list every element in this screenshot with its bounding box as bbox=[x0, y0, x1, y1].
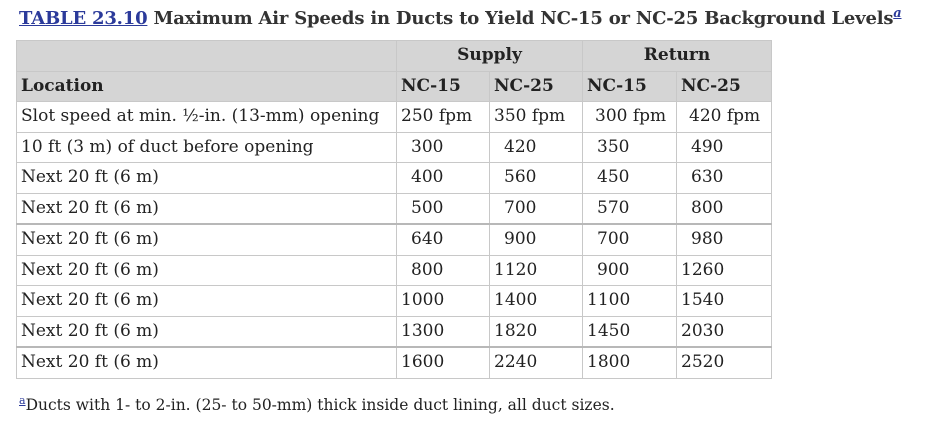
table-row: Next 20 ft (6 m) 640 900 700 980 bbox=[16, 223, 772, 256]
return-nc15-cell: 1450 bbox=[582, 315, 677, 348]
location-header: Location bbox=[16, 70, 397, 102]
location-cell: Next 20 ft (6 m) bbox=[16, 192, 397, 225]
return-nc15-cell: 900 bbox=[582, 254, 677, 286]
supply-nc25-cell: 2240 bbox=[489, 346, 583, 379]
supply-nc25-cell: 560 bbox=[489, 162, 583, 194]
footnote-text: Ducts with 1- to 2-in. (25- to 50-mm) th… bbox=[25, 396, 615, 415]
return-nc25-cell: 1260 bbox=[676, 254, 772, 286]
footnote-marker-link[interactable]: a bbox=[19, 394, 26, 407]
return-nc25-cell: 980 bbox=[676, 223, 772, 256]
return-nc15-cell: 700 bbox=[582, 223, 677, 256]
location-cell: 10 ft (3 m) of duct before opening bbox=[16, 131, 397, 163]
return-group-header: Return bbox=[582, 40, 772, 72]
return-nc25-cell: 420 fpm bbox=[676, 101, 772, 133]
table-row: Next 20 ft (6 m) 1300 1820 1450 2030 bbox=[16, 315, 772, 348]
column-header-row: Location NC-15 NC-25 NC-15 NC-25 bbox=[16, 70, 772, 102]
supply-nc15-cell: 1000 bbox=[396, 285, 490, 317]
return-nc15-cell: 300 fpm bbox=[582, 101, 677, 133]
supply-nc25-cell: 700 bbox=[489, 192, 583, 225]
return-nc25-cell: 630 bbox=[676, 162, 772, 194]
supply-nc25-cell: 1120 bbox=[489, 254, 583, 286]
return-nc15-cell: 450 bbox=[582, 162, 677, 194]
supply-nc15-cell: 400 bbox=[396, 162, 490, 194]
table-row: Next 20 ft (6 m) 800 1120 900 1260 bbox=[16, 254, 772, 286]
return-nc15-cell: 1800 bbox=[582, 346, 677, 379]
footnote-link[interactable]: a bbox=[893, 6, 902, 21]
supply-nc25-cell: 900 bbox=[489, 223, 583, 256]
table-row: 10 ft (3 m) of duct before opening 300 4… bbox=[16, 131, 772, 163]
return-nc25-cell: 1540 bbox=[676, 285, 772, 317]
supply-nc25-header: NC-25 bbox=[489, 70, 583, 102]
location-cell: Next 20 ft (6 m) bbox=[16, 223, 397, 256]
return-nc25-cell: 800 bbox=[676, 192, 772, 225]
return-nc25-cell: 2520 bbox=[676, 346, 772, 379]
return-nc15-cell: 570 bbox=[582, 192, 677, 225]
header-blank-cell bbox=[16, 40, 397, 72]
supply-group-header: Supply bbox=[396, 40, 583, 72]
table-caption: TABLE 23.10 Maximum Air Speeds in Ducts … bbox=[19, 6, 902, 29]
supply-nc15-header: NC-15 bbox=[396, 70, 490, 102]
location-cell: Next 20 ft (6 m) bbox=[16, 162, 397, 194]
location-cell: Next 20 ft (6 m) bbox=[16, 315, 397, 348]
return-nc15-header: NC-15 bbox=[582, 70, 677, 102]
supply-nc25-cell: 1820 bbox=[489, 315, 583, 348]
group-header-row: Supply Return bbox=[16, 40, 772, 72]
table-row: Next 20 ft (6 m) 500 700 570 800 bbox=[16, 192, 772, 225]
air-speed-table: Supply Return Location NC-15 NC-25 NC-15… bbox=[16, 40, 772, 379]
location-cell: Next 20 ft (6 m) bbox=[16, 346, 397, 379]
return-nc25-header: NC-25 bbox=[676, 70, 772, 102]
return-nc25-cell: 2030 bbox=[676, 315, 772, 348]
supply-nc15-cell: 300 bbox=[396, 131, 490, 163]
return-nc15-cell: 350 bbox=[582, 131, 677, 163]
table-row: Next 20 ft (6 m) 400 560 450 630 bbox=[16, 162, 772, 194]
supply-nc25-cell: 1400 bbox=[489, 285, 583, 317]
supply-nc15-cell: 640 bbox=[396, 223, 490, 256]
supply-nc15-cell: 500 bbox=[396, 192, 490, 225]
location-cell: Next 20 ft (6 m) bbox=[16, 254, 397, 286]
supply-nc25-cell: 350 fpm bbox=[489, 101, 583, 133]
table-number-link[interactable]: TABLE 23.10 bbox=[19, 8, 148, 29]
return-nc15-cell: 1100 bbox=[582, 285, 677, 317]
table-row: Slot speed at min. ½-in. (13-mm) opening… bbox=[16, 101, 772, 133]
supply-nc15-cell: 1600 bbox=[396, 346, 490, 379]
caption-footnote-marker: a bbox=[893, 6, 901, 21]
location-cell: Next 20 ft (6 m) bbox=[16, 285, 397, 317]
supply-nc15-cell: 1300 bbox=[396, 315, 490, 348]
location-cell: Slot speed at min. ½-in. (13-mm) opening bbox=[16, 101, 397, 133]
supply-nc15-cell: 800 bbox=[396, 254, 490, 286]
table-row: Next 20 ft (6 m) 1600 2240 1800 2520 bbox=[16, 346, 772, 379]
table-title: Maximum Air Speeds in Ducts to Yield NC-… bbox=[153, 8, 894, 29]
supply-nc15-cell: 250 fpm bbox=[396, 101, 490, 133]
supply-nc25-cell: 420 bbox=[489, 131, 583, 163]
table-footnote: aDucts with 1- to 2-in. (25- to 50-mm) t… bbox=[19, 394, 615, 414]
return-nc25-cell: 490 bbox=[676, 131, 772, 163]
table-row: Next 20 ft (6 m) 1000 1400 1100 1540 bbox=[16, 285, 772, 317]
